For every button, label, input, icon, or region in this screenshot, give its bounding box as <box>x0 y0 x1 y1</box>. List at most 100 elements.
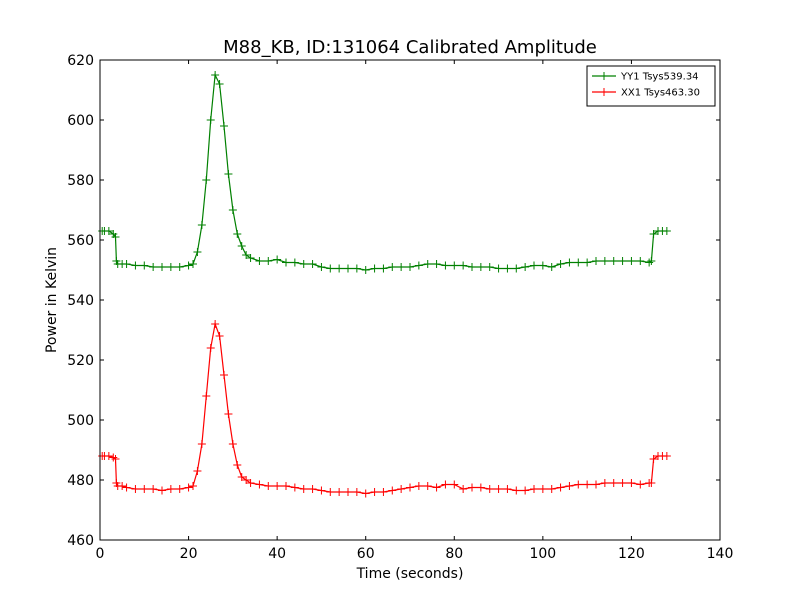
data-point-1-8 <box>122 483 131 492</box>
data-point-1-7 <box>118 482 127 490</box>
data-point-0-16 <box>189 260 197 268</box>
data-point-0-62 <box>538 261 547 270</box>
data-point-1-11 <box>149 485 158 493</box>
y-tick-label-6: 580 <box>67 173 94 189</box>
data-point-0-36 <box>308 260 317 268</box>
data-point-1-45 <box>388 486 397 495</box>
data-point-1-27 <box>237 473 246 481</box>
data-point-1-61 <box>530 485 538 493</box>
data-point-1-69 <box>600 479 609 487</box>
data-point-0-45 <box>388 263 397 271</box>
data-point-1-4 <box>111 455 120 463</box>
data-point-1-48 <box>414 482 423 490</box>
y-axis-label: Power in Kelvin <box>44 247 60 353</box>
y-tick-label-5: 560 <box>67 233 94 249</box>
data-point-1-39 <box>335 488 344 496</box>
data-point-1-53 <box>459 485 468 493</box>
data-point-0-76 <box>649 230 658 238</box>
chart-title: M88_KB, ID:131064 Calibrated Amplitude <box>223 37 597 58</box>
data-point-1-23 <box>220 371 228 379</box>
data-point-1-51 <box>441 480 450 489</box>
data-point-1-35 <box>299 485 308 493</box>
data-point-1-43 <box>370 488 379 496</box>
data-point-0-12 <box>158 263 166 271</box>
data-point-1-66 <box>574 480 583 489</box>
data-point-0-68 <box>592 257 600 265</box>
data-point-0-34 <box>290 258 299 267</box>
legend-label-1: XX1 Tsys463.30 <box>621 88 700 99</box>
data-point-0-25 <box>228 206 237 214</box>
data-point-0-10 <box>140 261 149 270</box>
data-point-0-13 <box>166 263 175 271</box>
legend-label-0: YY1 Tsys539.34 <box>620 72 699 83</box>
x-tick-label-5: 100 <box>529 546 556 562</box>
data-point-0-21 <box>211 71 220 79</box>
data-point-0-67 <box>583 258 592 267</box>
data-point-1-28 <box>242 476 251 484</box>
data-point-0-79 <box>662 227 671 235</box>
data-point-0-18 <box>197 221 206 229</box>
plot-area: 0 20 40 60 80 100 120 140 460 480 500 520 540 560 580 6… <box>67 53 733 562</box>
x-tick-label-1: 20 <box>180 546 198 562</box>
data-point-1-33 <box>282 482 290 490</box>
data-point-0-22 <box>215 80 224 88</box>
y-tick-label-4: 540 <box>67 293 94 309</box>
data-point-1-38 <box>326 488 335 496</box>
data-point-1-60 <box>521 486 530 495</box>
data-point-0-61 <box>530 261 538 270</box>
data-point-1-14 <box>175 485 184 493</box>
x-tick-label-2: 40 <box>268 546 286 562</box>
data-point-0-52 <box>450 261 459 270</box>
y-tick-label-1: 480 <box>67 473 94 489</box>
data-point-1-44 <box>379 488 388 496</box>
data-point-0-8 <box>122 260 131 268</box>
data-point-0-56 <box>485 263 494 271</box>
data-point-1-32 <box>273 482 282 490</box>
y-tick-label-3: 520 <box>67 353 94 369</box>
x-tick-label-7: 140 <box>707 546 734 562</box>
data-point-0-2 <box>104 227 113 235</box>
data-point-0-17 <box>193 248 202 256</box>
data-point-0-53 <box>459 261 468 270</box>
data-point-1-67 <box>583 480 592 489</box>
x-tick-label-4: 80 <box>445 546 463 562</box>
data-point-0-64 <box>556 260 565 268</box>
y-tick-label-7: 600 <box>67 113 94 129</box>
data-point-0-31 <box>264 257 273 265</box>
data-point-0-32 <box>273 255 282 264</box>
data-point-1-57 <box>494 485 503 493</box>
data-point-1-65 <box>565 482 574 490</box>
data-point-0-48 <box>414 261 423 270</box>
data-point-0-50 <box>432 260 441 268</box>
legend-swatch-marker-1 <box>600 88 608 96</box>
data-point-1-62 <box>538 485 547 493</box>
data-point-1-34 <box>290 483 299 492</box>
data-point-0-60 <box>521 263 530 271</box>
data-point-0-44 <box>379 264 388 273</box>
data-point-1-16 <box>189 482 197 490</box>
data-point-1-36 <box>308 485 317 493</box>
data-point-1-49 <box>423 482 432 490</box>
legend: YY1 Tsys539.34 XX1 Tsys463.30 <box>586 65 716 107</box>
data-point-1-76 <box>649 455 658 463</box>
data-point-1-13 <box>166 485 175 493</box>
data-point-1-15 <box>184 483 193 492</box>
data-point-0-28 <box>242 251 251 259</box>
data-point-1-18 <box>197 440 206 448</box>
data-point-1-63 <box>547 485 556 493</box>
data-point-1-21 <box>211 320 220 328</box>
data-point-0-43 <box>370 264 379 273</box>
data-point-1-20 <box>206 344 215 352</box>
data-point-1-55 <box>476 483 485 492</box>
data-point-0-19 <box>202 176 211 184</box>
data-point-1-56 <box>485 485 494 493</box>
data-point-0-58 <box>503 264 512 273</box>
x-tick-label-0: 0 <box>96 546 105 562</box>
y-tick-label-8: 620 <box>67 53 94 69</box>
data-point-1-9 <box>131 485 140 493</box>
data-point-0-72 <box>627 257 636 265</box>
data-point-0-65 <box>565 258 574 267</box>
data-point-1-52 <box>450 480 459 489</box>
data-point-1-47 <box>406 483 414 492</box>
